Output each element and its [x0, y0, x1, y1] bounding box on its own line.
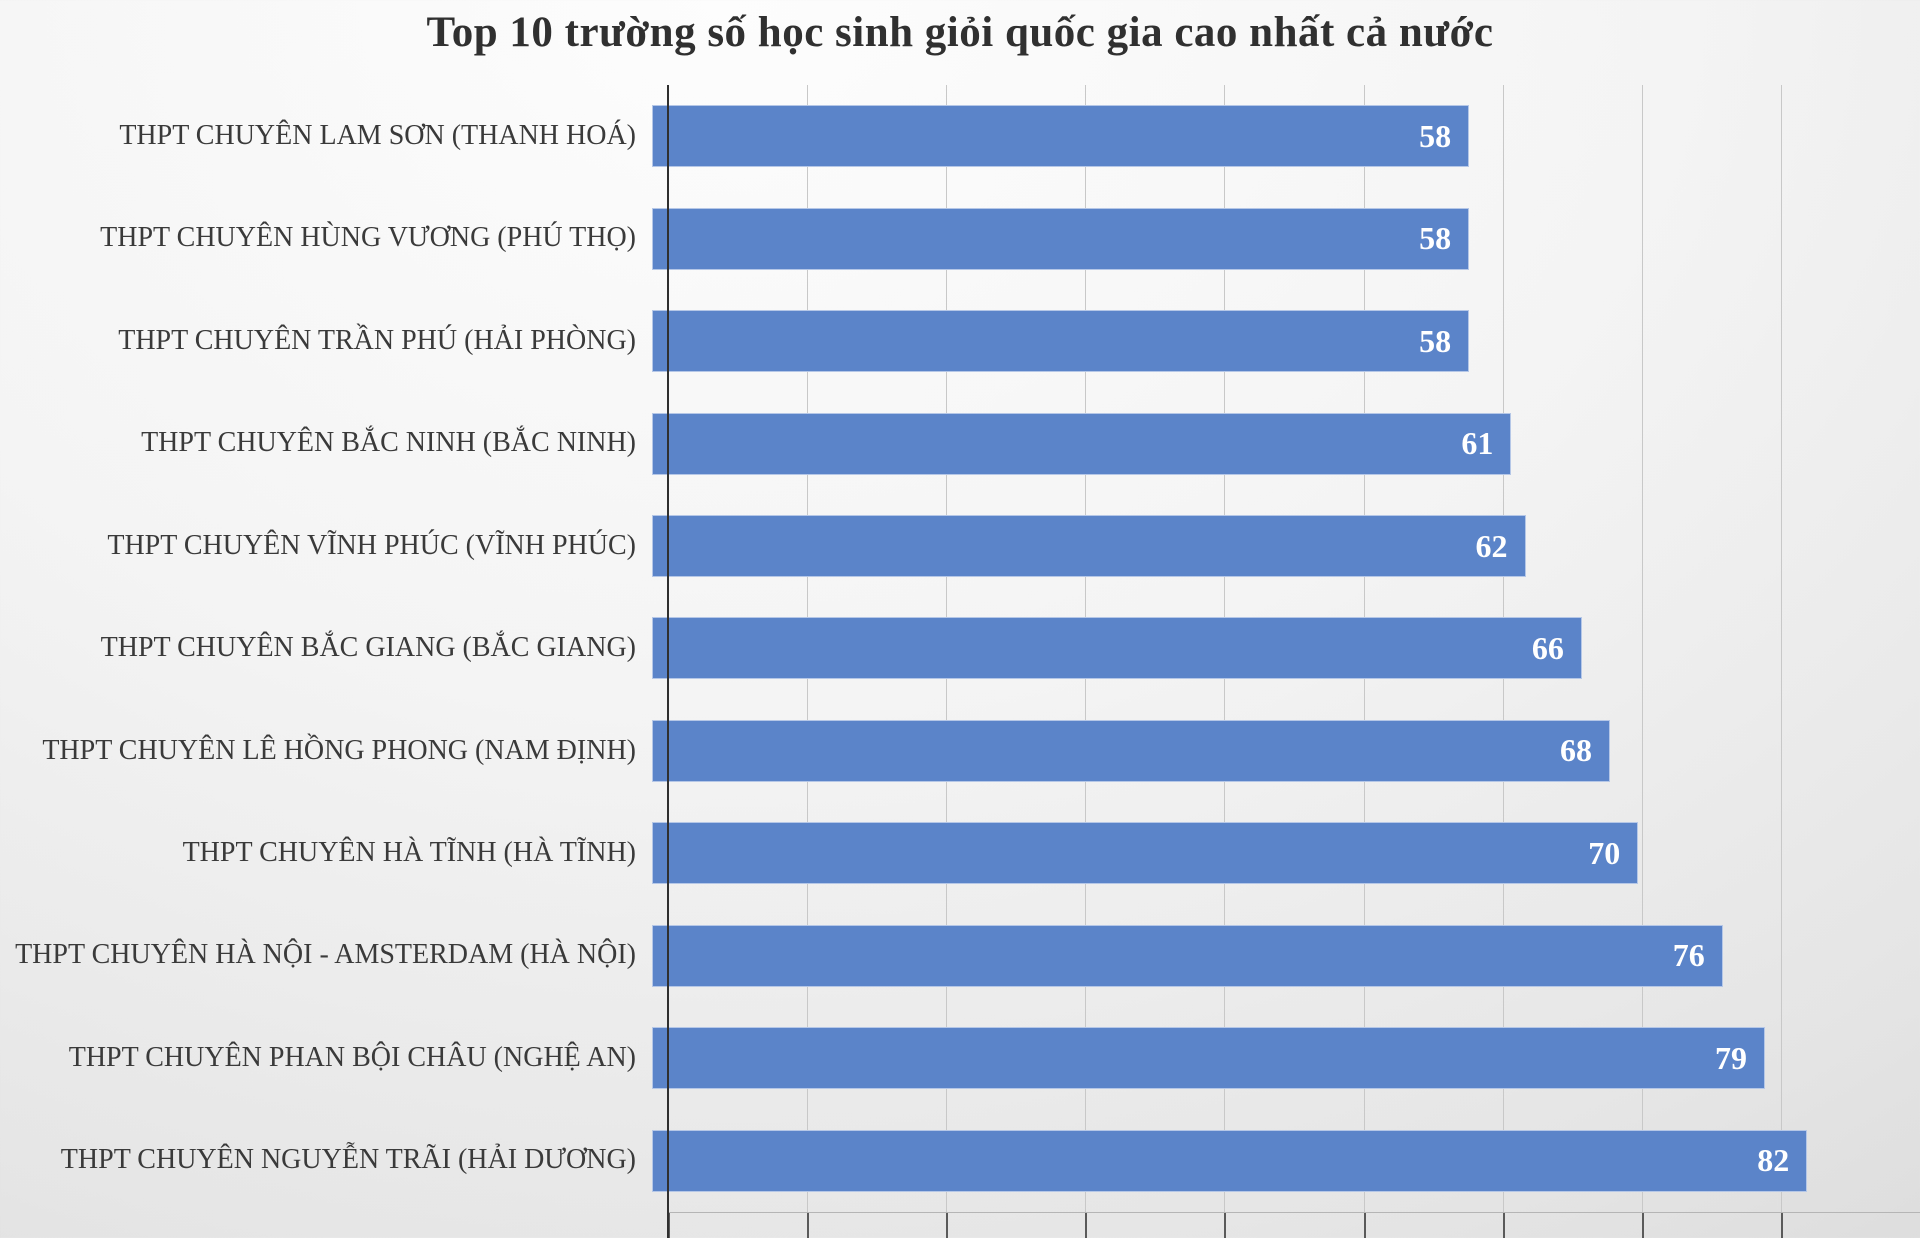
- value-label: 79: [1715, 1039, 1748, 1076]
- bar-track: 79: [652, 1027, 1920, 1090]
- table-row: THPT CHUYÊN HÀ NỘI - AMSTERDAM (HÀ NỘI) …: [0, 905, 1920, 1007]
- value-label: 62: [1475, 527, 1508, 564]
- category-label: THPT CHUYÊN BẮC NINH (BẮC NINH): [141, 427, 636, 459]
- gridline: [1780, 85, 1782, 1212]
- value-label: 58: [1419, 322, 1452, 359]
- bar-track: 58: [652, 310, 1920, 373]
- table-row: THPT CHUYÊN BẮC NINH (BẮC NINH) 61: [0, 392, 1920, 494]
- category-label: THPT CHUYÊN HÀ NỘI - AMSTERDAM (HÀ NỘI): [15, 939, 636, 971]
- axis-tick: [1224, 1213, 1227, 1238]
- value-label: 70: [1588, 834, 1621, 871]
- axis-tick: [807, 1213, 810, 1238]
- value-label: 58: [1419, 220, 1452, 257]
- value-label: 66: [1531, 629, 1564, 666]
- table-row: THPT CHUYÊN PHAN BỘI CHÂU (NGHỆ AN) 79: [0, 1007, 1920, 1109]
- bar: 70: [652, 822, 1639, 885]
- bar: 58: [652, 207, 1470, 270]
- axis-tick: [946, 1213, 949, 1238]
- bar-track: 82: [652, 1129, 1920, 1192]
- table-row: THPT CHUYÊN HÙNG VƯƠNG (PHÚ THỌ) 58: [0, 187, 1920, 289]
- category-axis-line: [667, 85, 669, 1238]
- axis-tick: [1502, 1213, 1505, 1238]
- bar-track: 62: [652, 515, 1920, 578]
- bar: 62: [652, 515, 1526, 578]
- category-label: THPT CHUYÊN PHAN BỘI CHÂU (NGHỆ AN): [68, 1041, 636, 1073]
- gridline: [1641, 85, 1643, 1212]
- value-label: 68: [1560, 732, 1593, 769]
- axis-tick: [668, 1213, 670, 1238]
- value-label: 61: [1461, 425, 1494, 462]
- bar: 68: [652, 719, 1611, 782]
- axis-tick: [1780, 1213, 1783, 1238]
- bar-track: 58: [652, 207, 1920, 270]
- axis-tick: [1641, 1213, 1644, 1238]
- table-row: THPT CHUYÊN TRẦN PHÚ (HẢI PHÒNG) 58: [0, 290, 1920, 392]
- category-label: THPT CHUYÊN HÙNG VƯƠNG (PHÚ THỌ): [100, 222, 636, 254]
- category-label: THPT CHUYÊN NGUYỄN TRÃI (HẢI DƯƠNG): [60, 1144, 636, 1176]
- axis-ticks-layer: [668, 1213, 1920, 1238]
- bar: 79: [652, 1027, 1766, 1090]
- axis-tick: [1363, 1213, 1366, 1238]
- bar-track: 76: [652, 924, 1920, 987]
- table-row: THPT CHUYÊN HÀ TĨNH (HÀ TĨNH) 70: [0, 802, 1920, 904]
- bar: 58: [652, 310, 1470, 373]
- table-row: THPT CHUYÊN LÊ HỒNG PHONG (NAM ĐỊNH) 68: [0, 700, 1920, 802]
- bar-track: 68: [652, 719, 1920, 782]
- bar: 58: [652, 105, 1470, 168]
- category-label: THPT CHUYÊN TRẦN PHÚ (HẢI PHÒNG): [118, 324, 636, 356]
- table-row: THPT CHUYÊN VĨNH PHÚC (VĨNH PHÚC) 62: [0, 495, 1920, 597]
- bar-track: 58: [652, 105, 1920, 168]
- table-row: THPT CHUYÊN NGUYỄN TRÃI (HẢI DƯƠNG) 82: [0, 1110, 1920, 1212]
- category-label: THPT CHUYÊN BẮC GIANG (BẮC GIANG): [100, 632, 636, 664]
- bar: 61: [652, 412, 1512, 475]
- value-label: 76: [1672, 937, 1705, 974]
- value-label: 58: [1419, 117, 1452, 154]
- table-row: THPT CHUYÊN LAM SƠN (THANH HOÁ) 58: [0, 85, 1920, 187]
- category-label: THPT CHUYÊN LÊ HỒNG PHONG (NAM ĐỊNH): [42, 734, 636, 766]
- bar-track: 70: [652, 822, 1920, 885]
- bar-track: 61: [652, 412, 1920, 475]
- bar-track: 66: [652, 617, 1920, 680]
- bar: 66: [652, 617, 1582, 680]
- bar: 82: [652, 1129, 1808, 1192]
- category-label: THPT CHUYÊN VĨNH PHÚC (VĨNH PHÚC): [107, 529, 636, 561]
- axis-tick: [1085, 1213, 1088, 1238]
- chart-title: Top 10 trường số học sinh giỏi quốc gia …: [426, 9, 1494, 56]
- bar-rows: THPT CHUYÊN LAM SƠN (THANH HOÁ) 58 THPT …: [0, 85, 1920, 1212]
- category-label: THPT CHUYÊN LAM SƠN (THANH HOÁ): [119, 119, 636, 151]
- table-row: THPT CHUYÊN BẮC GIANG (BẮC GIANG) 66: [0, 597, 1920, 699]
- bar: 76: [652, 924, 1723, 987]
- value-label: 82: [1757, 1142, 1790, 1179]
- category-label: THPT CHUYÊN HÀ TĨNH (HÀ TĨNH): [182, 837, 636, 868]
- value-axis-line: [668, 1212, 1920, 1213]
